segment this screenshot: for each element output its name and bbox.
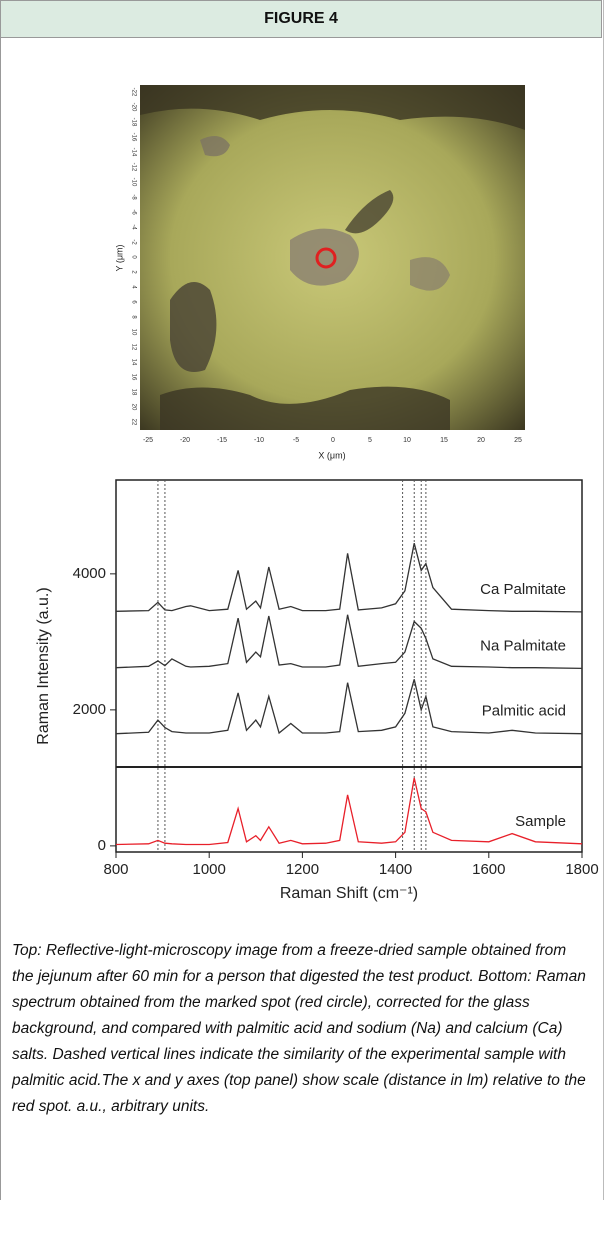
y-tick-label: 4000 (73, 565, 106, 582)
figure-caption: Top: Reflective-light-microscopy image f… (12, 942, 586, 1115)
image-y-tick-label: 14 (130, 359, 136, 366)
image-y-tick-label: -10 (130, 178, 136, 187)
image-y-tick-label: 6 (130, 300, 136, 304)
x-tick-label: 1600 (472, 861, 505, 878)
image-y-tick-label: 2 (130, 270, 136, 274)
figure: -22-20-18-16-14-12-10-8-6-4-202468101214… (35, 85, 599, 902)
image-y-tick-label: 20 (130, 404, 136, 411)
spectrum-line (115, 614, 583, 670)
image-y-tick-label: 0 (130, 255, 136, 259)
image-y-tick-label: -12 (130, 163, 136, 172)
series-label: Na Palmitate (480, 637, 566, 654)
image-x-label: X (μm) (318, 450, 345, 460)
image-y-tick-label: 18 (130, 389, 136, 396)
image-y-tick-label: -14 (130, 148, 136, 157)
series-label: Sample (515, 813, 566, 830)
y-axis-label: Raman Intensity (a.u.) (35, 587, 52, 744)
spectrum-line (115, 679, 583, 735)
x-tick-label: 1400 (379, 861, 412, 878)
image-x-tick-label: -5 (293, 437, 299, 444)
image-y-tick-label: 16 (130, 374, 136, 381)
x-tick-label: 1000 (193, 861, 226, 878)
microscopy-image (140, 85, 525, 430)
image-y-tick-label: -18 (130, 118, 136, 127)
series-label: Palmitic acid (482, 703, 566, 720)
image-y-label: Y (μm) (114, 244, 124, 271)
image-x-tick-label: 20 (477, 437, 485, 444)
image-y-tick-label: 22 (130, 419, 136, 426)
image-y-tick-label: -22 (130, 88, 136, 97)
y-tick-label: 0 (98, 837, 106, 854)
series-label: Ca Palmitate (480, 581, 566, 598)
image-y-tick-label: -20 (130, 103, 136, 112)
image-x-tick-label: 10 (403, 437, 411, 444)
image-x-tick-label: -25 (143, 437, 153, 444)
figure-title: FIGURE 4 (0, 0, 602, 38)
x-tick-label: 1800 (565, 861, 598, 878)
image-x-tick-label: 25 (514, 437, 522, 444)
image-x-tick-label: 5 (368, 437, 372, 444)
image-y-tick-label: -4 (130, 224, 136, 230)
image-x-tick-label: 0 (331, 437, 335, 444)
spectrum-line (115, 543, 583, 613)
y-tick-label: 2000 (73, 701, 106, 718)
image-y-tick-label: -6 (130, 209, 136, 215)
image-x-tick-label: 15 (440, 437, 448, 444)
image-y-tick-label: 8 (130, 315, 136, 319)
image-y-tick-label: 12 (130, 344, 136, 351)
plot-frame (115, 479, 583, 853)
image-y-tick-label: 4 (130, 285, 136, 289)
x-tick-label: 1200 (286, 861, 319, 878)
image-y-tick-label: -16 (130, 133, 136, 142)
image-y-tick-label: -8 (130, 194, 136, 200)
x-axis-label: Raman Shift (cm⁻¹) (280, 885, 418, 902)
image-x-tick-label: -10 (254, 437, 264, 444)
spectrum-line (115, 777, 583, 846)
x-tick-label: 800 (103, 861, 128, 878)
image-y-tick-label: 10 (130, 329, 136, 336)
image-x-tick-label: -20 (180, 437, 190, 444)
image-x-tick-label: -15 (217, 437, 227, 444)
image-y-tick-label: -2 (130, 239, 136, 245)
